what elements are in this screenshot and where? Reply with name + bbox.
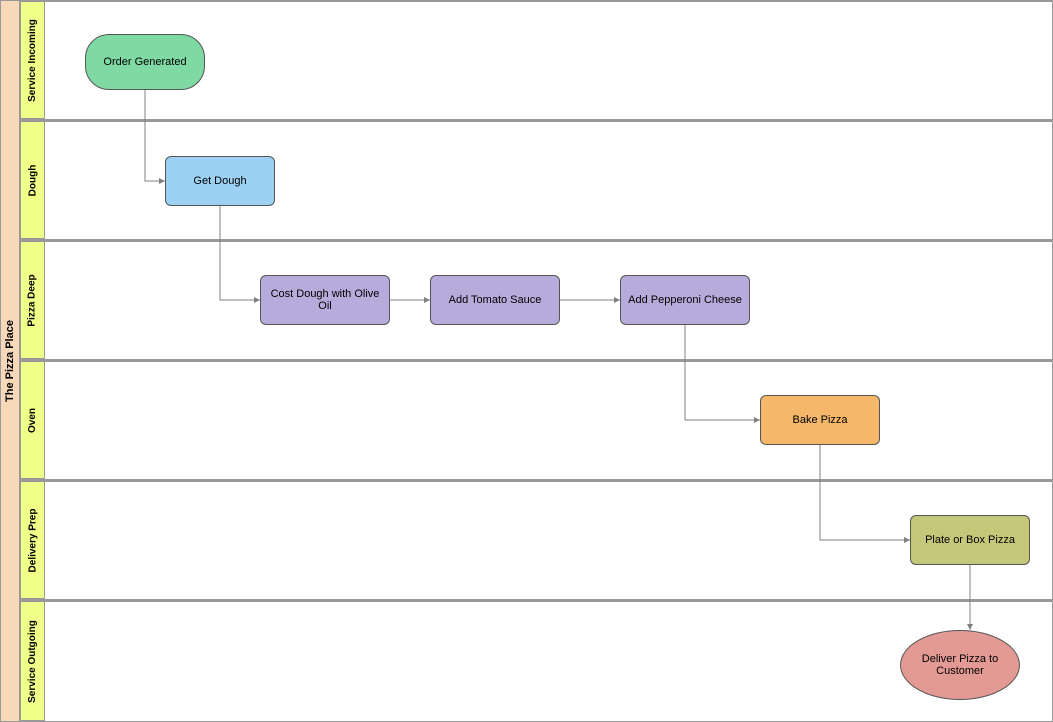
node-get-dough[interactable]: Get Dough bbox=[165, 156, 275, 206]
lane-label: Dough bbox=[27, 164, 38, 196]
node-bake-pizza[interactable]: Bake Pizza bbox=[760, 395, 880, 445]
lane-header-service-outgoing: Service Outgoing bbox=[20, 601, 45, 721]
lane-delivery-prep: Delivery Prep bbox=[20, 480, 1053, 600]
lane-header-dough: Dough bbox=[20, 121, 45, 239]
node-label: Order Generated bbox=[103, 56, 186, 68]
node-label: Bake Pizza bbox=[792, 414, 847, 426]
node-cost-dough[interactable]: Cost Dough with Olive Oil bbox=[260, 275, 390, 325]
lane-header-service-incoming: Service Incoming bbox=[20, 1, 45, 119]
node-label: Cost Dough with Olive Oil bbox=[265, 288, 385, 312]
lane-label: Delivery Prep bbox=[27, 508, 38, 572]
node-add-tomato[interactable]: Add Tomato Sauce bbox=[430, 275, 560, 325]
pool-title-label: The Pizza Place bbox=[4, 320, 16, 402]
lane-label: Pizza Deep bbox=[27, 274, 38, 326]
swimlane-diagram: The Pizza Place Service Incoming Dough Piz… bbox=[0, 0, 1053, 722]
node-add-pepperoni[interactable]: Add Pepperoni Cheese bbox=[620, 275, 750, 325]
node-label: Deliver Pizza to Customer bbox=[905, 653, 1015, 677]
lane-body-delivery-prep bbox=[45, 481, 1053, 599]
lane-label: Service Incoming bbox=[27, 19, 38, 102]
node-label: Add Tomato Sauce bbox=[449, 294, 542, 306]
lane-body-oven bbox=[45, 361, 1053, 479]
lane-header-delivery-prep: Delivery Prep bbox=[20, 481, 45, 599]
node-deliver[interactable]: Deliver Pizza to Customer bbox=[900, 630, 1020, 700]
node-order-generated[interactable]: Order Generated bbox=[85, 34, 205, 90]
lane-label: Service Outgoing bbox=[27, 620, 38, 703]
node-label: Plate or Box Pizza bbox=[925, 534, 1015, 546]
node-plate-box[interactable]: Plate or Box Pizza bbox=[910, 515, 1030, 565]
node-label: Get Dough bbox=[193, 175, 246, 187]
node-label: Add Pepperoni Cheese bbox=[628, 294, 742, 306]
lane-label: Oven bbox=[27, 407, 38, 432]
lane-oven: Oven bbox=[20, 360, 1053, 480]
lane-header-pizza-deep: Pizza Deep bbox=[20, 241, 45, 359]
pool-title: The Pizza Place bbox=[0, 0, 20, 722]
lane-header-oven: Oven bbox=[20, 361, 45, 479]
lane-service-outgoing: Service Outgoing bbox=[20, 600, 1053, 722]
